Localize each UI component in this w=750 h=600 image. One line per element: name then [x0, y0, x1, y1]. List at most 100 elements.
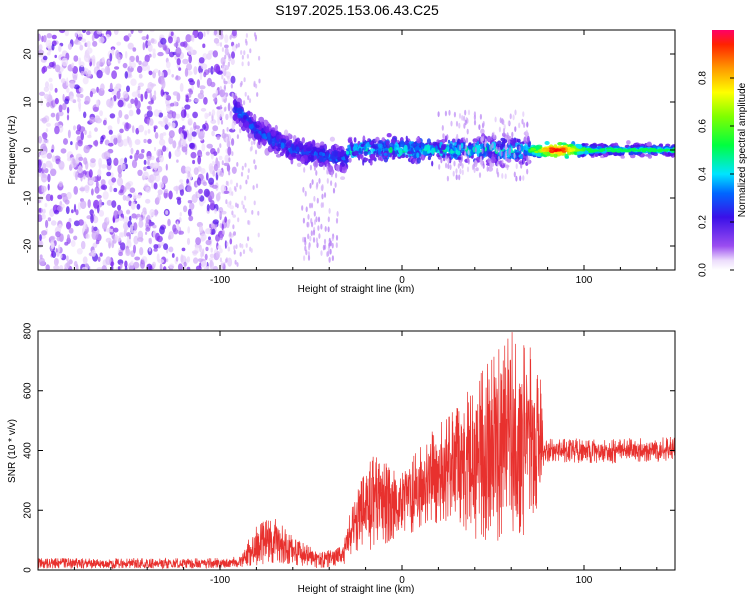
- spectrogram-cell: [447, 163, 450, 170]
- spectrogram-cell: [73, 235, 78, 241]
- spectrogram-cell: [513, 152, 516, 159]
- spectrogram-cell: [191, 34, 195, 43]
- spectrogram-cell: [319, 151, 324, 156]
- spectrogram-cell: [133, 244, 136, 254]
- spectrogram-cell: [41, 230, 48, 236]
- spectrogram-cell: [459, 168, 462, 175]
- spectrogram-cell: [307, 255, 311, 261]
- spectrogram-cell: [258, 116, 265, 123]
- spectrogram-cell: [235, 182, 239, 188]
- spectrogram-cell: [137, 93, 142, 99]
- spectrogram-cell: [117, 135, 122, 143]
- spectrogram-cell: [65, 206, 70, 215]
- spectrogram-cell: [295, 146, 300, 152]
- spectrogram-cell: [229, 238, 233, 245]
- spectrogram-cell: [200, 251, 203, 258]
- spectrogram-cell: [596, 146, 602, 150]
- spectrogram-cell: [166, 61, 171, 69]
- spectrogram-cell: [46, 122, 51, 127]
- spectrogram-cell: [548, 150, 554, 153]
- spectrogram-cell: [330, 144, 336, 152]
- spectrogram-cell: [575, 144, 583, 149]
- spectrogram-cell: [78, 101, 82, 110]
- spectrogram-cell: [310, 202, 314, 209]
- spectrogram-cell: [571, 148, 576, 151]
- spectrogram-cell: [171, 122, 176, 129]
- spectrogram-cell: [317, 225, 320, 232]
- spectrogram-cell: [629, 148, 634, 151]
- spectrogram-cell: [91, 231, 98, 240]
- spectrogram-cell: [62, 103, 67, 111]
- spectrogram-cell: [130, 260, 134, 266]
- spectrogram-cell: [466, 166, 470, 173]
- spectrogram-cell: [594, 152, 599, 157]
- spectrogram-cell: [153, 90, 157, 97]
- spectrogram-cell: [86, 47, 93, 54]
- spectrogram-cell: [502, 132, 506, 137]
- spectrogram-cell: [38, 214, 43, 222]
- spectrogram-cell: [106, 98, 113, 108]
- spectrogram-cell: [53, 265, 60, 270]
- spectrogram-cell: [223, 84, 226, 90]
- spectrogram-cell: [432, 141, 438, 146]
- spectrogram-cell: [110, 135, 114, 145]
- spectrogram-cell: [96, 69, 103, 79]
- spectrogram-cell: [348, 157, 352, 163]
- spectrogram-cell: [73, 125, 76, 131]
- spectrogram-cell: [320, 185, 323, 191]
- spectrogram-cell: [473, 119, 477, 126]
- spectrogram-cell: [253, 32, 257, 37]
- spectrogram-cell: [197, 92, 205, 100]
- spectrogram-cell: [73, 260, 78, 267]
- spectrogram-cell: [213, 30, 218, 36]
- spectrogram-cell: [111, 91, 115, 95]
- spectrogram-cell: [100, 135, 104, 143]
- spectrogram-cell: [141, 149, 145, 154]
- spectrogram-cell: [126, 85, 130, 93]
- spectrogram-cell: [231, 191, 234, 197]
- colorbar-ticks: 0.0 0.2 0.4 0.6 0.8: [698, 71, 734, 277]
- spectrogram-cell: [458, 122, 461, 129]
- spectrogram-cell: [163, 243, 169, 251]
- spectrogram-cell: [178, 67, 182, 71]
- spectrogram-cell: [230, 83, 233, 89]
- spectrogram-cell: [615, 151, 622, 155]
- spectrogram-cell: [311, 221, 314, 228]
- y-tick-label: 10: [23, 96, 34, 108]
- spectrogram-cell: [303, 167, 306, 173]
- spectrogram-cell: [187, 133, 193, 142]
- spectrogram-cell: [557, 150, 563, 156]
- spectrogram-cell: [203, 31, 206, 37]
- spectrogram-cell: [672, 147, 675, 150]
- spectrogram-cell: [460, 154, 463, 161]
- spectrogram-cell: [99, 110, 103, 117]
- spectrogram-cell: [330, 180, 333, 187]
- spectrogram-cell: [466, 155, 469, 162]
- spectrogram-cell: [50, 112, 56, 118]
- spectrogram-cell: [92, 215, 99, 224]
- spectrogram-cell: [279, 151, 284, 157]
- spectrogram-cell: [200, 233, 207, 241]
- spectrogram-cell: [312, 229, 316, 236]
- spectrogram-cell: [130, 78, 137, 86]
- spectrogram-cell: [462, 151, 465, 156]
- spectrogram-cell: [87, 199, 91, 209]
- spectrogram-cell: [463, 136, 466, 143]
- spectrogram-cell: [42, 163, 47, 170]
- spectrogram-cell: [245, 243, 248, 248]
- spectrogram-cell: [66, 114, 70, 121]
- spectrogram-cell: [150, 174, 157, 181]
- spectrogram-cell: [307, 233, 310, 240]
- spectrogram-cell: [257, 232, 260, 238]
- spectrogram-cell: [227, 246, 231, 252]
- spectrogram-cell: [145, 186, 151, 193]
- spectrogram-cell: [416, 138, 421, 144]
- spectrogram-cell: [80, 131, 84, 141]
- spectrogram-cell: [97, 168, 102, 177]
- spectrogram-cell: [644, 148, 649, 151]
- spectrogram-cell: [262, 140, 266, 147]
- spectrogram-cell: [105, 256, 112, 265]
- spectrogram-cell: [223, 190, 230, 194]
- spectrogram-cell: [651, 148, 657, 150]
- spectrogram-cell: [506, 132, 509, 139]
